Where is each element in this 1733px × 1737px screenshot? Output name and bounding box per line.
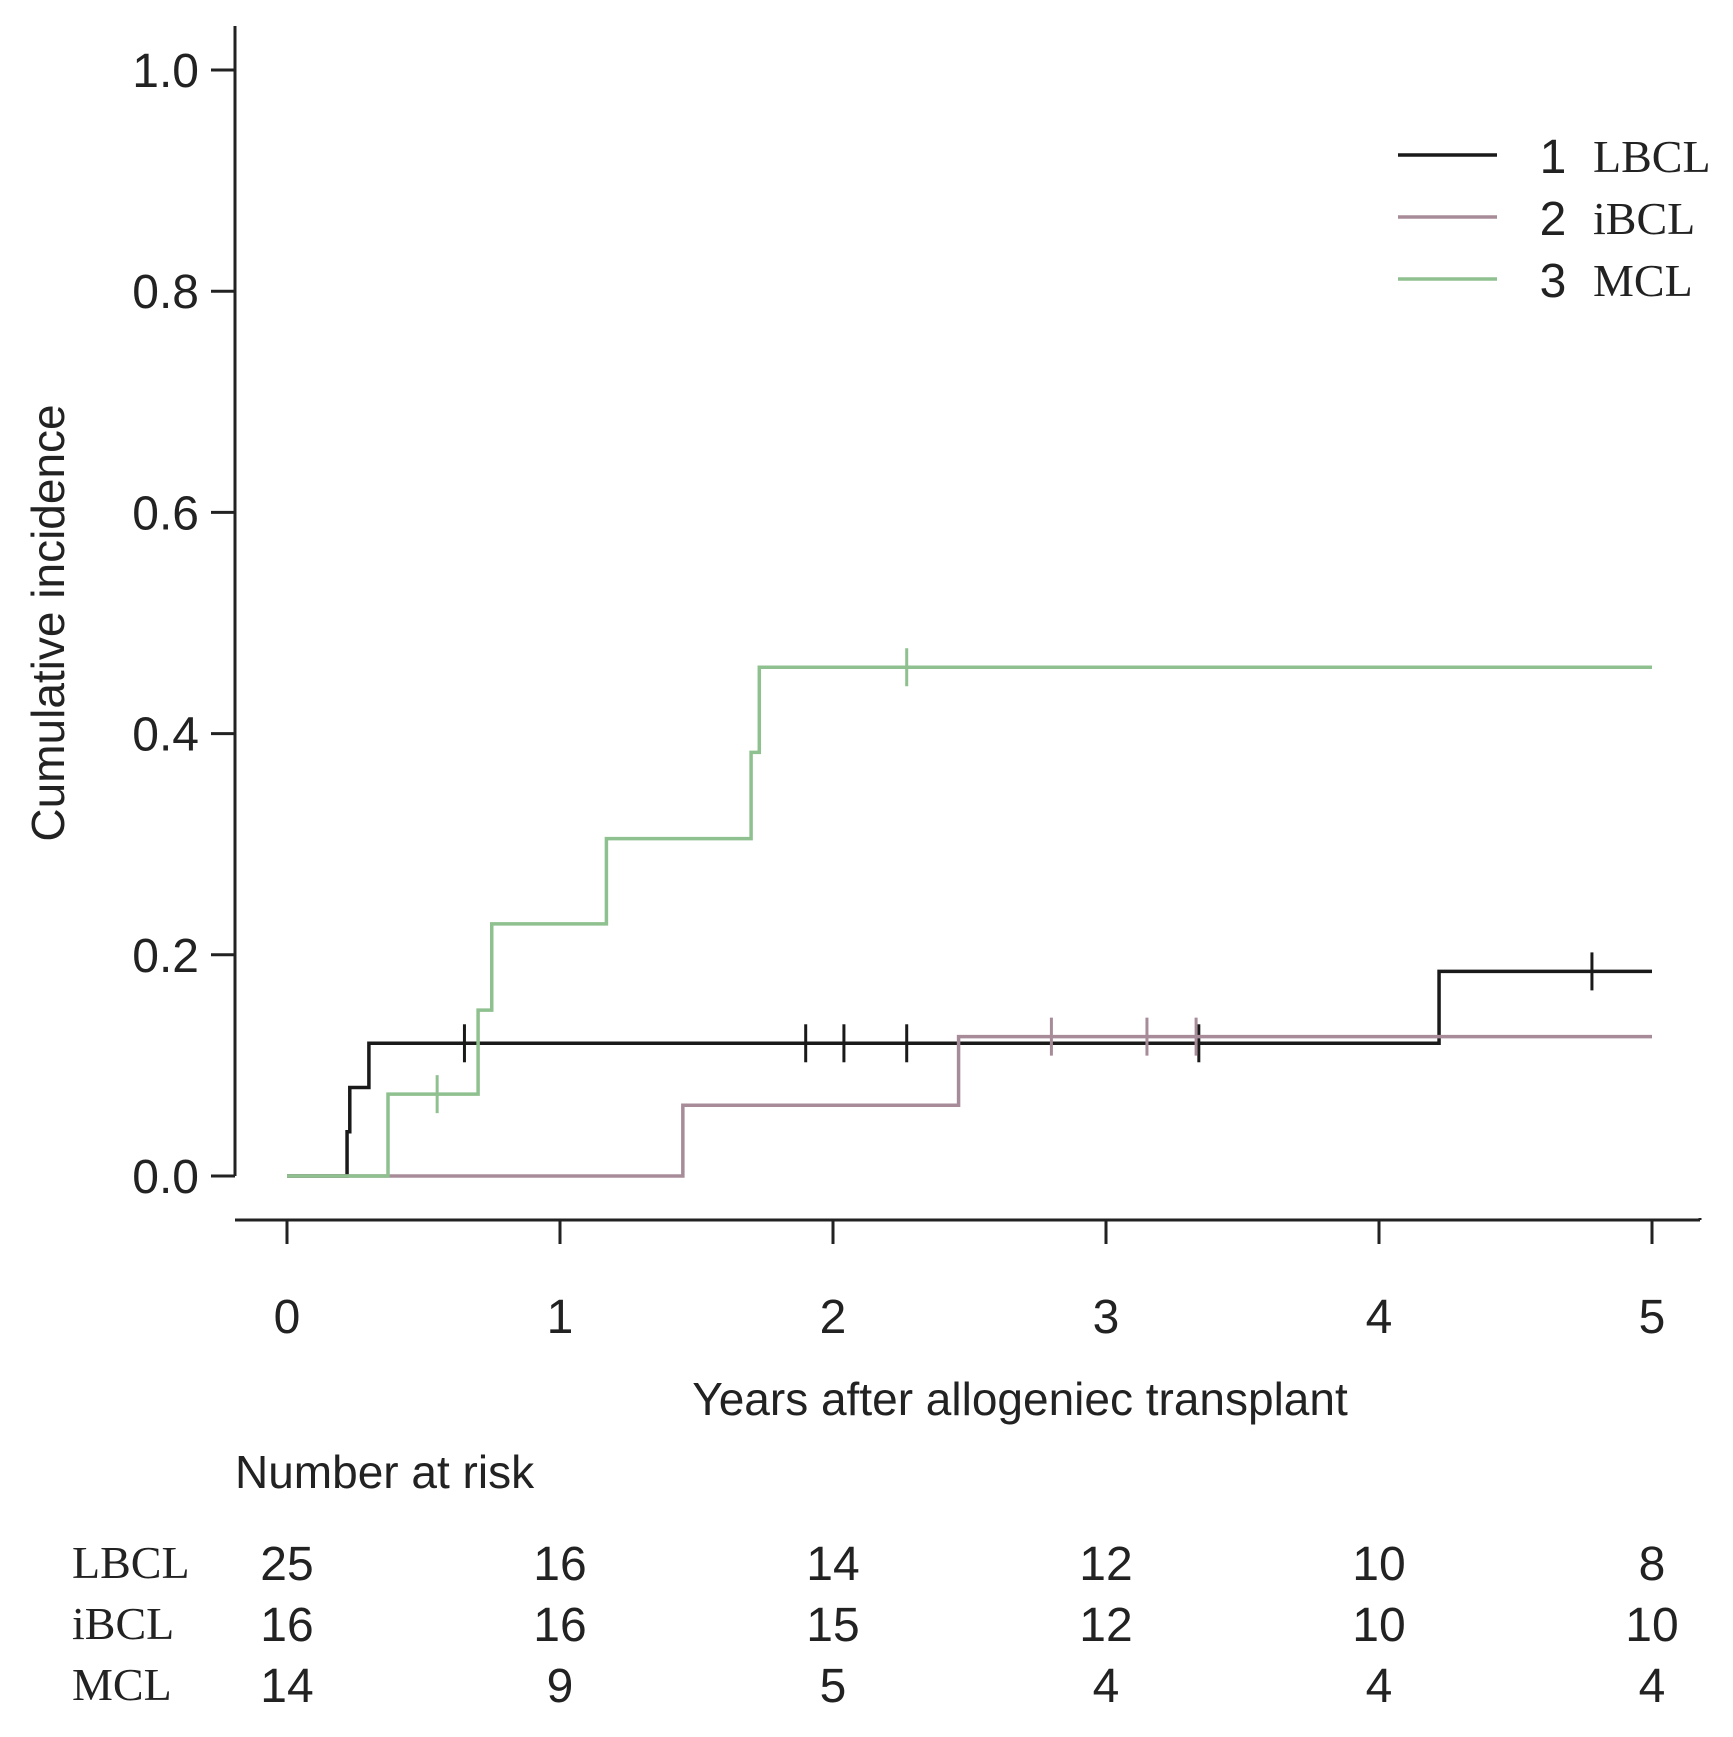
risk-count: 4 (1093, 1660, 1120, 1713)
risk-table: Number at risk LBCL 25 16 14 12 10 8 iBCL 16 16 15 1… (72, 1446, 1679, 1713)
risk-count: 10 (1352, 1599, 1405, 1652)
step-line-lbcl (287, 969, 1652, 1178)
risk-count: 15 (806, 1599, 859, 1652)
series-group (287, 648, 1652, 1178)
x-axis-title: Years after allogeniec transplant (692, 1373, 1348, 1425)
y-tick-label: 0.6 (132, 487, 199, 540)
y-axis-title: Cumulative incidence (22, 404, 74, 841)
legend-label: LBCL (1593, 131, 1711, 182)
risk-count: 8 (1639, 1538, 1666, 1591)
x-tick-label: 4 (1366, 1291, 1393, 1344)
legend-number: 1 (1540, 131, 1567, 184)
risk-count: 14 (260, 1660, 313, 1713)
risk-row-label: MCL (72, 1659, 172, 1710)
risk-count: 25 (260, 1538, 313, 1591)
risk-row-label: iBCL (72, 1598, 174, 1649)
x-tick-label: 0 (274, 1291, 301, 1344)
legend-number: 3 (1540, 255, 1567, 308)
risk-count: 16 (533, 1538, 586, 1591)
risk-count: 4 (1366, 1660, 1393, 1713)
risk-count: 9 (547, 1660, 574, 1713)
legend-label: MCL (1593, 255, 1693, 306)
step-line-mcl (287, 665, 1652, 1178)
risk-count: 16 (260, 1599, 313, 1652)
risk-count: 12 (1079, 1538, 1132, 1591)
risk-count: 12 (1079, 1599, 1132, 1652)
y-tick-label: 1.0 (132, 45, 199, 98)
risk-count: 16 (533, 1599, 586, 1652)
x-tick-label: 3 (1093, 1291, 1120, 1344)
legend-label: iBCL (1593, 193, 1695, 244)
series-ibcl (287, 1017, 1652, 1178)
y-tick-label: 0.4 (132, 709, 199, 762)
y-tick-label: 0.0 (132, 1151, 199, 1204)
risk-row-label: LBCL (72, 1537, 190, 1588)
risk-table-title: Number at risk (235, 1446, 535, 1498)
x-tick-label: 1 (547, 1291, 574, 1344)
risk-count: 14 (806, 1538, 859, 1591)
risk-count: 10 (1352, 1538, 1405, 1591)
y-tick-label: 0.2 (132, 930, 199, 983)
y-tick-label: 0.8 (132, 266, 199, 319)
risk-count: 4 (1639, 1660, 1666, 1713)
axes: 0.0 0.2 0.4 0.6 0.8 1.0 0 1 2 3 4 5 Years after allo… (22, 26, 1702, 1425)
series-lbcl (287, 952, 1652, 1178)
legend: 1 LBCL 2 iBCL 3 MCL (1398, 131, 1711, 308)
x-tick-label: 5 (1639, 1291, 1666, 1344)
series-mcl (287, 648, 1652, 1178)
step-line-ibcl (287, 1034, 1652, 1178)
x-tick-label: 2 (820, 1291, 847, 1344)
legend-number: 2 (1540, 193, 1567, 246)
risk-count: 5 (820, 1660, 847, 1713)
risk-count: 10 (1625, 1599, 1678, 1652)
